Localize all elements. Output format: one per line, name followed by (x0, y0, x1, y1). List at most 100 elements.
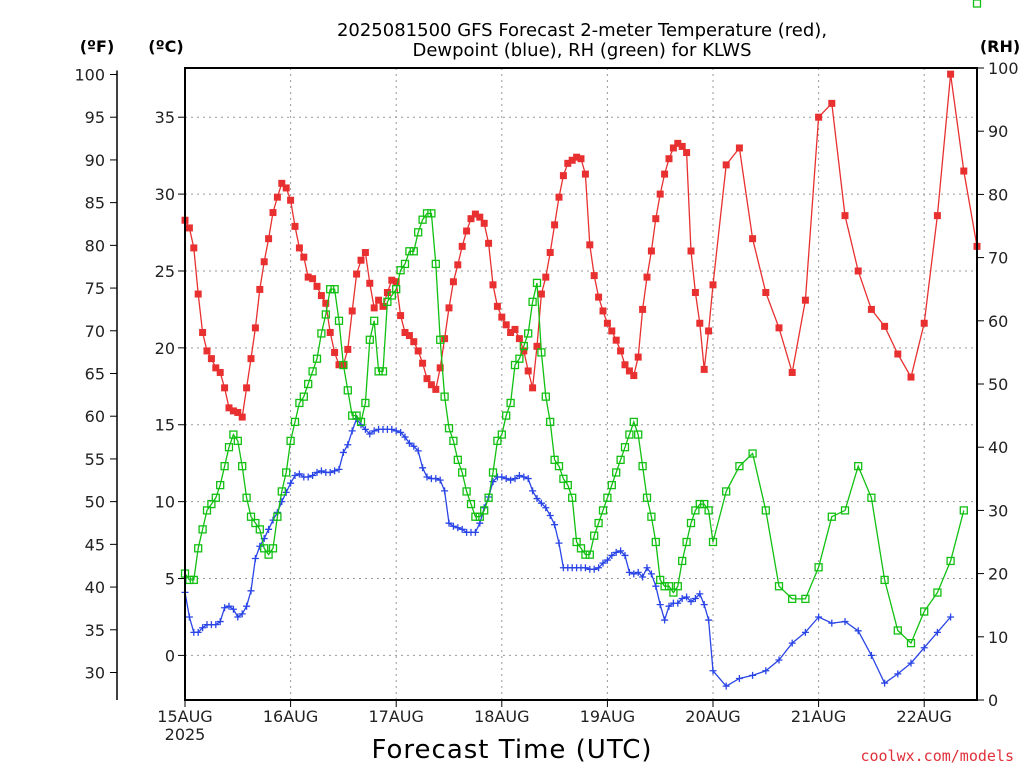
rh-tick-label: 90 (988, 122, 1008, 141)
data-point (462, 487, 471, 496)
data-point (194, 544, 203, 553)
data-point (480, 219, 488, 227)
data-point (422, 209, 432, 218)
data-point (238, 413, 246, 421)
data-point (471, 210, 479, 218)
celsius-tick-label: 20 (155, 339, 175, 358)
data-point (379, 302, 387, 310)
data-point (401, 328, 409, 336)
data-point (947, 613, 955, 621)
data-point (357, 256, 365, 264)
data-point (620, 443, 630, 452)
data-point (700, 601, 708, 609)
data-point (414, 228, 423, 237)
data-point (353, 270, 361, 278)
rh-tick-label: 40 (988, 438, 1008, 457)
data-point (867, 651, 875, 659)
data-point (216, 480, 225, 490)
celsius-tick-label: 35 (155, 108, 175, 127)
data-point (418, 215, 427, 224)
data-point (207, 355, 215, 363)
data-point (485, 239, 493, 247)
data-point (595, 293, 603, 301)
data-point (568, 493, 577, 502)
data-point (529, 487, 537, 495)
x-tick-label: 21AUG (791, 707, 846, 726)
data-point (629, 417, 638, 427)
data-point (221, 604, 229, 612)
data-point (370, 304, 378, 312)
data-point (229, 605, 237, 613)
data-point (502, 321, 510, 329)
data-point (590, 565, 598, 573)
data-point (683, 149, 691, 157)
data-point (445, 304, 453, 312)
data-point (669, 144, 677, 152)
data-point (199, 624, 207, 632)
data-point (449, 278, 457, 286)
data-point (621, 551, 629, 559)
fahrenheit-tick-label: 100 (74, 65, 105, 84)
data-point (194, 290, 202, 298)
fahrenheit-tick-label: 35 (85, 621, 105, 640)
data-point (458, 242, 466, 250)
data-point (537, 499, 545, 507)
rh-tick-label: 60 (988, 312, 1008, 331)
data-point (515, 471, 523, 479)
data-point (704, 506, 713, 515)
data-point (445, 519, 453, 527)
data-point (260, 258, 268, 266)
data-point (282, 184, 290, 192)
data-point (216, 618, 224, 626)
data-point (397, 428, 405, 436)
data-point (247, 355, 255, 363)
data-point (762, 667, 770, 675)
data-point (709, 667, 717, 675)
data-point (529, 384, 537, 392)
fahrenheit-tick-label: 45 (85, 535, 105, 554)
data-point (634, 430, 643, 439)
data-point (308, 367, 317, 376)
fahrenheit-tick-label: 80 (85, 236, 105, 255)
data-point (665, 602, 673, 610)
data-point (189, 575, 198, 585)
data-point (828, 99, 836, 107)
data-point (894, 670, 902, 678)
data-point (392, 278, 400, 286)
series (182, 0, 982, 690)
data-point (625, 430, 634, 439)
data-point (524, 475, 532, 483)
data-point (554, 462, 564, 471)
data-point (678, 595, 686, 603)
data-point (234, 408, 242, 416)
data-point (515, 354, 524, 363)
data-point (563, 480, 572, 490)
rh-tick-label: 30 (988, 501, 1008, 520)
data-point (199, 328, 207, 336)
data-point (466, 499, 476, 509)
data-point (612, 336, 620, 344)
data-point (383, 289, 391, 297)
data-point (708, 537, 718, 547)
data-point (705, 327, 713, 335)
data-point (735, 144, 743, 152)
data-point (497, 430, 506, 439)
data-point (801, 628, 809, 636)
data-point (265, 235, 273, 243)
data-point (722, 487, 731, 496)
data-point (348, 427, 356, 435)
data-point (419, 464, 427, 472)
fahrenheit-tick-label: 30 (85, 663, 105, 682)
data-point (212, 621, 220, 629)
data-point (881, 322, 889, 330)
celsius-tick-label: 30 (155, 185, 175, 204)
data-point (520, 347, 528, 355)
data-point (229, 407, 237, 415)
data-point (375, 296, 383, 304)
data-point (510, 360, 520, 370)
x-tick-label: 15AUG (157, 707, 212, 726)
data-point (774, 582, 784, 591)
data-point (277, 487, 286, 496)
data-point (287, 196, 295, 204)
